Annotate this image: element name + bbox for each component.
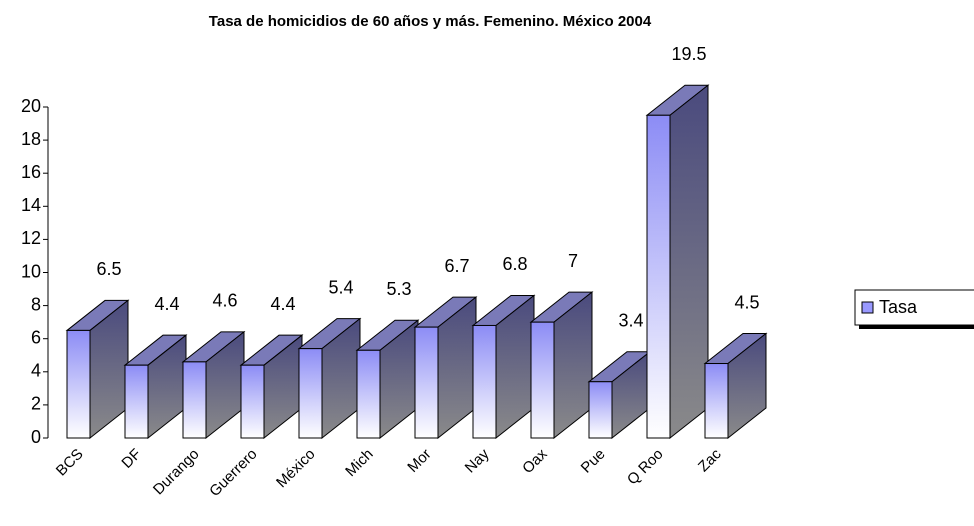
data-label: 3.4 [618,310,643,330]
y-tick-label: 0 [31,427,41,447]
bar [414,326,439,439]
x-tick-label: BCS [53,446,87,480]
bar [66,329,91,439]
data-label: 6.7 [444,256,469,276]
data-label: 5.4 [328,277,353,297]
bar [704,363,729,439]
bar [530,321,555,439]
data-label: 19.5 [671,44,706,64]
x-tick-label: Zac [695,445,725,475]
data-label: 5.3 [386,279,411,299]
data-label: 6.8 [502,254,527,274]
y-tick-label: 4 [31,361,41,381]
x-tick-label: Mor [404,446,434,476]
bar [182,361,207,439]
y-tick-label: 10 [21,261,41,281]
data-label: 6.5 [96,259,121,279]
bar [646,114,671,439]
bar [588,381,613,439]
y-tick-label: 2 [31,394,41,414]
y-tick-label: 16 [21,162,41,182]
x-tick-label: Pue [578,446,609,477]
y-tick-label: 14 [21,195,41,215]
x-tick-label: Oax [519,445,551,477]
x-tick-label: Q Roo [624,446,667,489]
data-label: 4.4 [154,294,179,314]
y-tick-label: 6 [31,327,41,347]
legend-box [854,289,974,326]
bar-side [669,84,709,440]
x-tick-label: Durango [150,446,203,499]
x-tick-label: DF [118,446,144,472]
y-tick-label: 12 [21,228,41,248]
legend-swatch [861,301,874,314]
legend: Tasa [854,289,974,329]
legend-label: Tasa [879,297,918,317]
x-tick-label: Nay [462,445,493,476]
data-label: 7 [568,251,578,271]
data-label: 4.4 [270,294,295,314]
y-tick-label: 8 [31,294,41,314]
bar [124,364,149,439]
y-tick-label: 20 [21,96,41,116]
x-tick-label: Mich [342,446,376,480]
bar [356,349,381,439]
chart-title: Tasa de homicidios de 60 años y más. Fem… [209,13,652,30]
data-label: 4.6 [212,291,237,311]
bar [240,364,265,439]
data-label: 4.5 [734,292,759,312]
y-tick-label: 18 [21,129,41,149]
bar [298,348,323,439]
x-tick-label: México [273,446,319,492]
bar [472,324,497,439]
x-tick-label: Guerrero [206,446,260,500]
